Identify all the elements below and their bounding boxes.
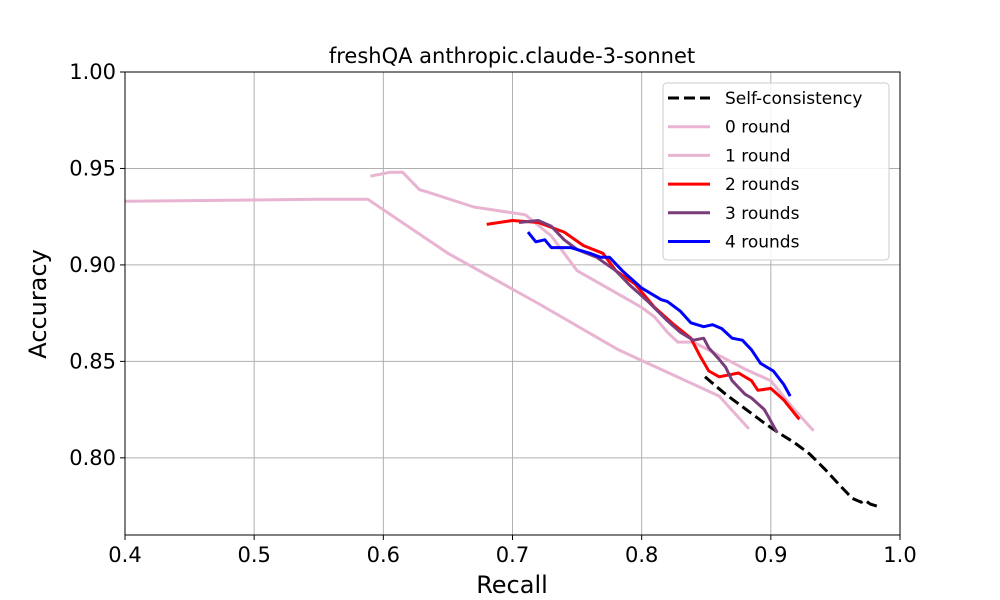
series-line-0-round [124, 197, 751, 430]
legend-label: Self-consistency [725, 89, 862, 109]
legend-label: 1 round [725, 146, 791, 166]
legend-label: 3 rounds [725, 204, 800, 224]
y-tick-label: 0.80 [69, 446, 116, 470]
legend-box [662, 82, 890, 261]
ticks: 0.4 0.5 0.6 0.7 0.8 0.9 1.0 0.80 0.85 0.90 0.95 1.0… [69, 60, 916, 567]
x-axis-label: Recall [476, 571, 548, 599]
x-tick-label: 0.8 [625, 543, 658, 567]
legend-label: 4 rounds [725, 233, 800, 253]
x-tick-label: 0.6 [367, 543, 400, 567]
chart-title: freshQA anthropic.claude-3-sonnet [329, 44, 695, 68]
series-line-1-round [370, 170, 815, 432]
y-tick-label: 0.95 [69, 156, 116, 180]
x-tick-label: 0.7 [496, 543, 529, 567]
series-line-3-rounds [518, 219, 779, 434]
y-tick-label: 0.90 [69, 253, 116, 277]
y-tick-label: 0.85 [69, 349, 116, 373]
series-line-2-rounds [486, 219, 801, 421]
x-tick-label: 1.0 [883, 543, 916, 567]
series-line-4-rounds [526, 231, 792, 397]
legend: Self-consistency 0 round 1 round 2 rounds 3 … [662, 82, 890, 261]
y-axis-label: Accuracy [24, 249, 52, 359]
legend-label: 0 round [725, 118, 791, 138]
legend-label: 2 rounds [725, 175, 800, 195]
y-tick-label: 1.00 [69, 60, 116, 84]
series-line-self-consistency [704, 375, 878, 508]
series-layer [124, 170, 878, 508]
x-tick-label: 0.4 [108, 543, 141, 567]
x-tick-label: 0.9 [754, 543, 787, 567]
x-tick-label: 0.5 [237, 543, 270, 567]
